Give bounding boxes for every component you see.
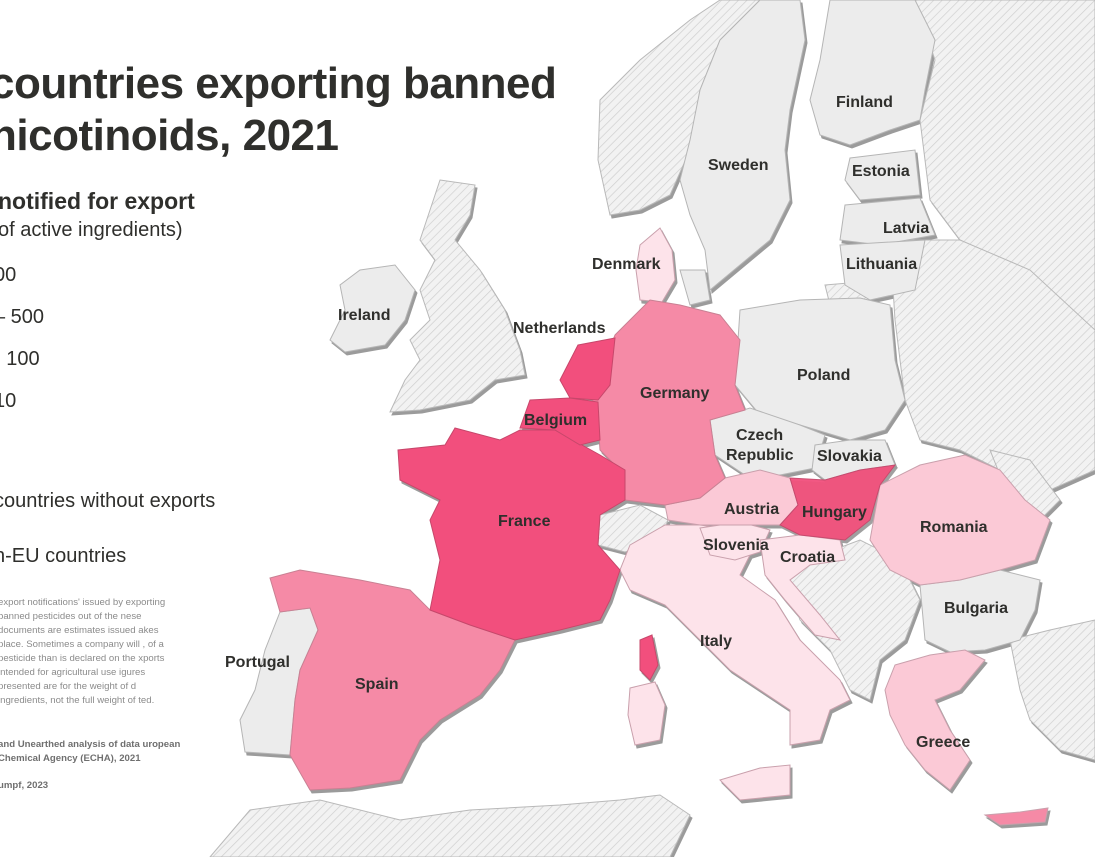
sweden-region [679, 0, 806, 291]
spain-region [269, 569, 516, 791]
hungary-region [779, 464, 897, 541]
label-hungary: Hungary [802, 504, 867, 521]
source-note: and Unearthed analysis of data uropean C… [0, 739, 181, 764]
denmark-region [635, 227, 676, 303]
label-italy: Italy [700, 633, 732, 650]
title-line-1: countries exporting banned [0, 59, 557, 108]
ireland-region [329, 264, 416, 353]
label-greece: Greece [916, 734, 970, 751]
label-slovakia: Slovakia [817, 448, 882, 465]
page-title: countries exporting banned nicotinoids, … [0, 58, 557, 162]
label-latvia: Latvia [883, 220, 929, 237]
label-finland: Finland [836, 94, 893, 111]
label-lithuania: Lithuania [846, 256, 917, 273]
turkey-region [1009, 619, 1095, 761]
label-ireland: Ireland [338, 307, 390, 324]
label-estonia: Estonia [852, 163, 910, 180]
legend-non-eu: n-EU countries [0, 545, 127, 567]
sicily-region [719, 764, 791, 801]
latvia-region [839, 197, 936, 246]
label-portugal: Portugal [225, 654, 290, 671]
legend-item-3: - 100 [0, 348, 40, 370]
label-czech-1: Czech [736, 427, 783, 444]
corsica-region [639, 634, 659, 681]
label-czech-2: Republic [726, 447, 794, 464]
label-sweden: Sweden [708, 157, 768, 174]
label-romania: Romania [920, 519, 988, 536]
label-spain: Spain [355, 676, 399, 693]
label-denmark: Denmark [592, 256, 661, 273]
label-bulgaria: Bulgaria [944, 600, 1008, 617]
baltic-island-region [679, 269, 711, 306]
credit-note: umpf, 2023 [0, 780, 49, 791]
label-germany: Germany [640, 385, 709, 402]
estonia-region [844, 149, 921, 201]
belgium-region [519, 397, 601, 446]
label-france: France [498, 513, 551, 530]
label-austria: Austria [724, 501, 779, 518]
north-africa-region [209, 794, 691, 857]
methodology-note: export notifications' issued by exportin… [0, 597, 166, 706]
lithuania-region [839, 239, 926, 301]
legend-item-4: 10 [0, 390, 17, 412]
netherlands-region [559, 337, 616, 401]
romania-region [869, 454, 1051, 586]
legend-item-2: – 500 [0, 306, 45, 328]
legend-title: notified for export [0, 188, 195, 214]
title-line-2: nicotinoids, 2021 [0, 111, 339, 160]
label-slovenia: Slovenia [703, 537, 769, 554]
legend-item-1: 00 [0, 264, 17, 286]
crete-region [983, 807, 1049, 826]
sardinia-region [627, 681, 666, 746]
legend-no-exports: countries without exports [0, 490, 216, 512]
label-netherlands: Netherlands [513, 320, 606, 337]
great-britain-region [389, 179, 526, 413]
label-poland: Poland [797, 367, 850, 384]
finland-region [809, 0, 936, 146]
legend-subtitle: of active ingredients) [0, 219, 183, 241]
label-croatia: Croatia [780, 549, 835, 566]
balkans-region [779, 539, 921, 701]
greece-region [884, 649, 986, 791]
france-region [397, 427, 626, 641]
label-belgium: Belgium [524, 412, 587, 429]
